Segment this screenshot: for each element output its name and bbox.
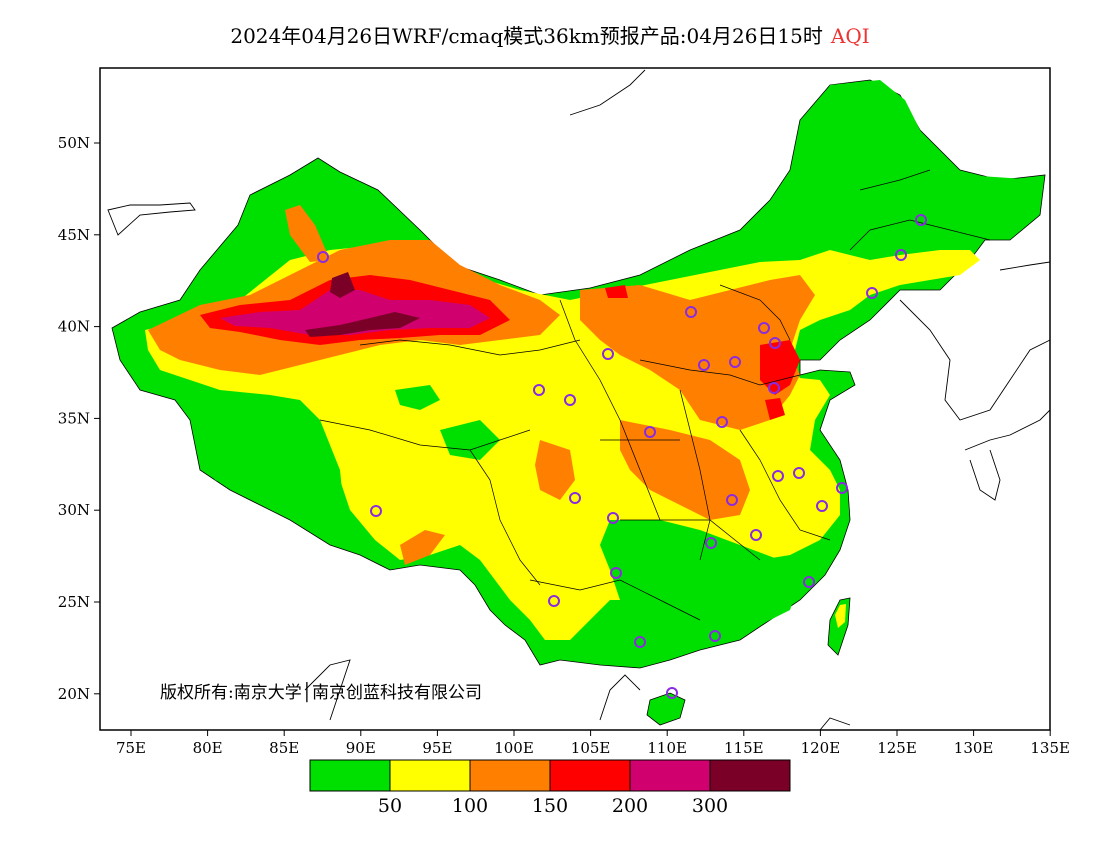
station-marker xyxy=(915,214,927,226)
station-marker xyxy=(569,492,581,504)
lat-tick-label: 35N xyxy=(58,409,90,427)
neighbor-coastlines xyxy=(107,69,1050,730)
station-marker xyxy=(750,529,762,541)
aqi-good-patch-northeast xyxy=(790,80,1040,255)
title-variable: AQI xyxy=(830,24,870,48)
station-marker xyxy=(803,576,815,588)
province-borders xyxy=(319,169,991,621)
station-marker xyxy=(816,500,828,512)
station-marker xyxy=(564,394,576,406)
station-marker xyxy=(758,322,770,334)
station-marker xyxy=(548,595,560,607)
lon-tick-label: 110E xyxy=(647,739,687,757)
station-marker xyxy=(533,384,545,396)
station-marker xyxy=(836,482,848,494)
lon-tick-label: 125E xyxy=(877,739,917,757)
aqi-unhealthy-region-shandong xyxy=(765,398,785,420)
lat-tick-label: 30N xyxy=(58,501,90,519)
hainan-island xyxy=(646,692,686,726)
latitude-axis: 50N 45N 40N 35N 30N 25N 20N xyxy=(58,134,100,703)
station-marker xyxy=(317,251,329,263)
lon-tick-label: 80E xyxy=(193,739,223,757)
lon-tick-label: 95E xyxy=(422,739,452,757)
station-marker xyxy=(666,687,678,699)
lat-tick-label: 40N xyxy=(58,318,90,336)
station-marker xyxy=(607,512,619,524)
aqi-hazardous-region xyxy=(305,312,420,337)
station-marker xyxy=(634,636,646,648)
title-text: 2024年04月26日WRF/cmaq模式36km预报产品:04月26日15时 xyxy=(230,24,823,48)
lat-tick-label: 45N xyxy=(58,226,90,244)
aqi-good-patch-tibet xyxy=(440,420,500,460)
aqi-usg-region-central xyxy=(620,420,750,520)
station-marker xyxy=(705,537,717,549)
lon-tick-label: 100E xyxy=(494,739,534,757)
aqi-good-patch-south xyxy=(600,520,800,645)
lon-tick-label: 90E xyxy=(346,739,376,757)
lon-tick-label: 105E xyxy=(571,739,611,757)
lon-tick-label: 130E xyxy=(954,739,994,757)
lon-tick-label: 75E xyxy=(116,739,146,757)
station-marker xyxy=(768,382,780,394)
lon-tick-label: 115E xyxy=(724,739,764,757)
lon-tick-label: 120E xyxy=(801,739,841,757)
station-marker xyxy=(610,567,622,579)
aqi-very-unhealthy-region xyxy=(220,290,490,335)
aqi-hazardous-region-2 xyxy=(330,272,355,298)
lat-tick-label: 25N xyxy=(58,593,90,611)
aqi-good-patch-qinghai xyxy=(395,385,440,410)
station-marker xyxy=(644,426,656,438)
aqi-good-patch-xinjiang-north xyxy=(250,165,400,245)
station-marker xyxy=(709,630,721,642)
station-marker xyxy=(602,348,614,360)
aqi-usg-region-ili xyxy=(285,205,330,262)
station-markers xyxy=(317,214,927,699)
aqi-good-patch-tibet-west xyxy=(200,400,345,520)
station-marker xyxy=(769,337,781,349)
aqi-usg-region-south-tibet xyxy=(400,530,445,565)
station-marker xyxy=(716,416,728,428)
station-marker xyxy=(866,287,878,299)
longitude-axis: 75E 80E 85E 90E 95E 100E 105E 110E 115E 120E 125E 1… xyxy=(116,730,1070,757)
aqi-usg-region-north xyxy=(580,275,815,430)
lat-tick-label: 20N xyxy=(58,685,90,703)
aqi-unhealthy-region-north-china xyxy=(760,340,800,395)
station-marker xyxy=(729,356,741,368)
aqi-unhealthy-region-inner-mongolia xyxy=(605,285,628,298)
station-marker xyxy=(772,470,784,482)
lon-tick-label: 85E xyxy=(269,739,299,757)
lon-tick-label: 135E xyxy=(1030,739,1070,757)
copyright-notice: 版权所有:南京大学│南京创蓝科技有限公司 xyxy=(160,683,482,703)
station-marker xyxy=(895,249,907,261)
map-title: 2024年04月26日WRF/cmaq模式36km预报产品:04月26日15时 A… xyxy=(0,20,1100,49)
aqi-usg-region-sichuan xyxy=(535,440,575,500)
station-marker xyxy=(370,505,382,517)
lat-tick-label: 50N xyxy=(58,134,90,152)
station-marker xyxy=(726,494,738,506)
station-marker xyxy=(685,306,697,318)
station-marker xyxy=(793,467,805,479)
station-marker xyxy=(698,359,710,371)
taiwan-moderate xyxy=(835,604,846,628)
